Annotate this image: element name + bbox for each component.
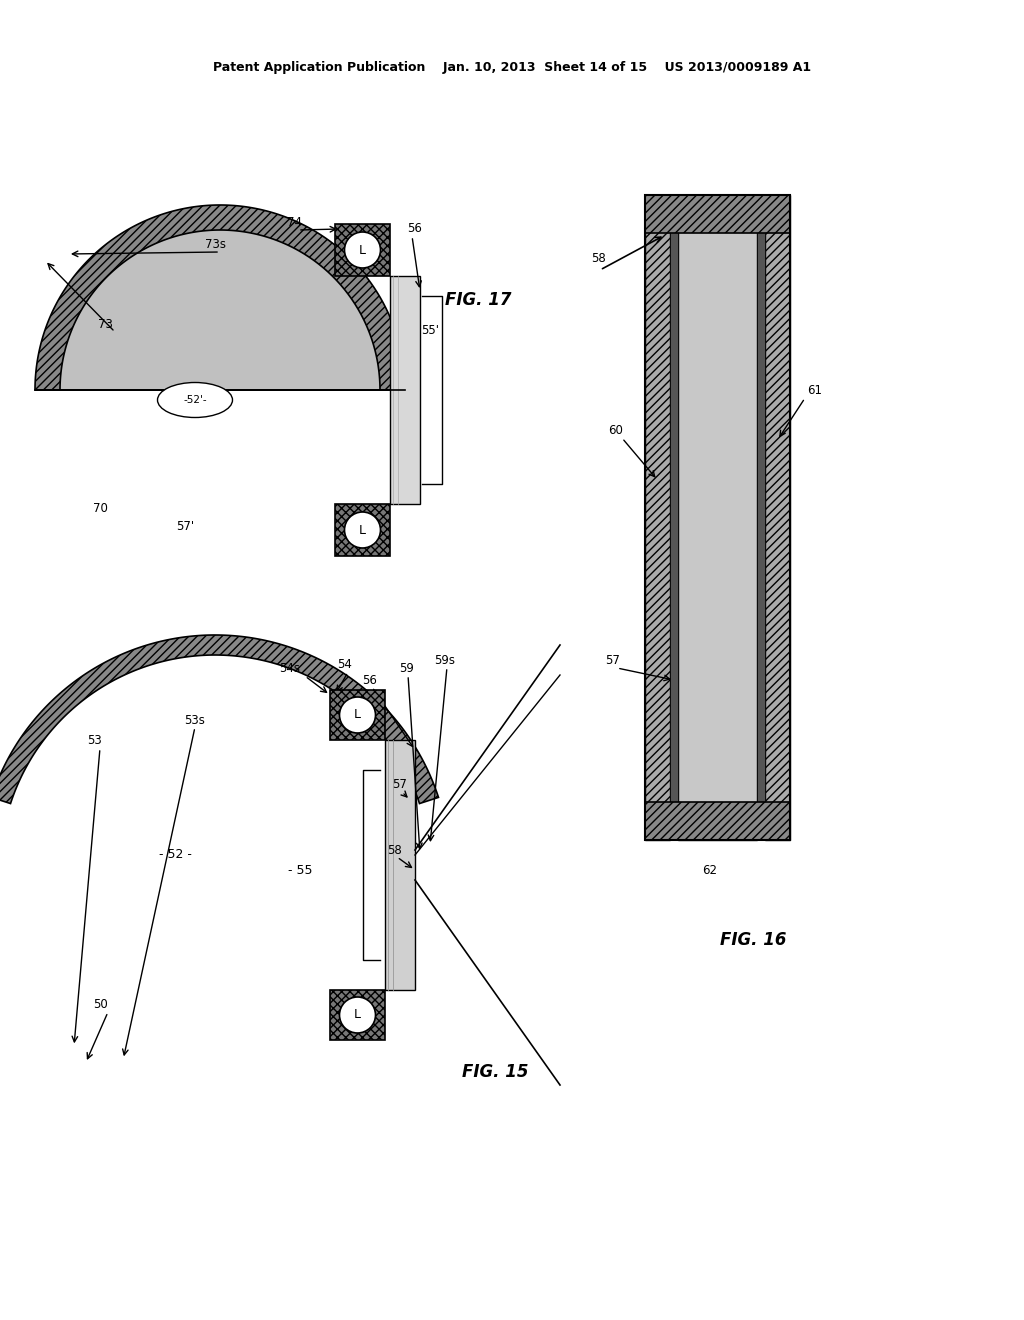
Text: 60: 60	[608, 424, 623, 437]
Polygon shape	[330, 690, 385, 741]
Text: 54s: 54s	[280, 661, 300, 675]
Text: 53s: 53s	[184, 714, 206, 726]
Text: 75: 75	[352, 503, 368, 516]
Circle shape	[340, 697, 376, 733]
Text: L: L	[354, 1008, 361, 1022]
Circle shape	[344, 232, 381, 268]
Text: 62: 62	[702, 863, 718, 876]
Polygon shape	[670, 195, 678, 840]
Text: 74: 74	[288, 216, 302, 230]
Text: Patent Application Publication    Jan. 10, 2013  Sheet 14 of 15    US 2013/00091: Patent Application Publication Jan. 10, …	[213, 62, 811, 74]
Text: - 52 -: - 52 -	[159, 849, 191, 862]
Text: 61: 61	[807, 384, 822, 396]
Text: FIG. 17: FIG. 17	[445, 290, 512, 309]
Polygon shape	[330, 990, 385, 1040]
Text: 55': 55'	[421, 323, 439, 337]
Polygon shape	[757, 195, 765, 840]
Text: 58: 58	[591, 252, 605, 264]
Polygon shape	[35, 205, 406, 389]
Polygon shape	[645, 803, 790, 840]
Text: 57: 57	[605, 653, 620, 667]
Text: 73: 73	[97, 318, 113, 331]
Text: 57: 57	[392, 779, 408, 792]
Circle shape	[344, 512, 381, 548]
Polygon shape	[645, 195, 670, 840]
Text: 50: 50	[92, 998, 108, 1011]
Text: 56: 56	[408, 222, 423, 235]
Polygon shape	[0, 635, 438, 804]
Text: L: L	[359, 524, 366, 536]
Polygon shape	[645, 195, 790, 234]
Polygon shape	[678, 195, 757, 840]
Text: - 55: - 55	[288, 863, 312, 876]
Polygon shape	[335, 504, 390, 556]
Polygon shape	[35, 205, 406, 389]
Ellipse shape	[158, 383, 232, 417]
Text: L: L	[359, 243, 366, 256]
Text: 56: 56	[362, 673, 378, 686]
Text: 70: 70	[92, 502, 108, 515]
Text: 58: 58	[388, 843, 402, 857]
Text: 56: 56	[362, 1003, 378, 1016]
Text: 59s: 59s	[434, 653, 456, 667]
Text: -52'-: -52'-	[183, 395, 207, 405]
Text: 53: 53	[88, 734, 102, 747]
Text: 59: 59	[399, 661, 415, 675]
Text: 73s: 73s	[205, 239, 225, 252]
Polygon shape	[765, 195, 790, 840]
Polygon shape	[385, 741, 415, 990]
Text: 57': 57'	[176, 520, 195, 533]
Text: L: L	[354, 709, 361, 722]
Text: 54: 54	[338, 659, 352, 672]
Text: FIG. 16: FIG. 16	[720, 931, 786, 949]
Polygon shape	[335, 224, 390, 276]
Circle shape	[340, 997, 376, 1034]
Text: FIG. 15: FIG. 15	[462, 1063, 528, 1081]
Polygon shape	[390, 276, 420, 504]
